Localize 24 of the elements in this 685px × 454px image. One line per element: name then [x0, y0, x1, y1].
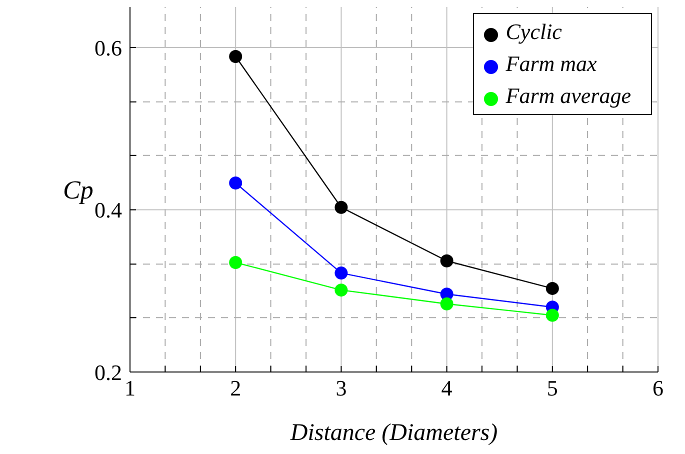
legend-label: Farm max [506, 50, 597, 78]
point [546, 282, 559, 295]
legend-label: Cyclic [506, 18, 562, 46]
y-tick-label: 0.2 [94, 360, 122, 385]
point [546, 308, 559, 322]
point [440, 297, 454, 310]
x-tick-label: 2 [230, 376, 242, 401]
point [334, 200, 348, 214]
point [334, 284, 348, 297]
point [229, 176, 242, 190]
x-tick-label: 5 [546, 376, 558, 401]
x-tick-label: 3 [336, 376, 347, 401]
point [334, 266, 348, 280]
legend-label: Farm average [506, 82, 631, 110]
point [440, 254, 454, 268]
point [229, 50, 242, 63]
y-tick-label: 0.6 [94, 35, 122, 60]
y-axis-title: Cp [63, 176, 94, 205]
x-axis-title: Distance (Diameters) [289, 420, 498, 446]
x-tick-label: 4 [441, 376, 452, 401]
point [229, 256, 242, 269]
x-tick-label: 6 [652, 376, 664, 401]
y-tick-label: 0.4 [94, 198, 122, 223]
x-tick-label: 1 [124, 376, 136, 401]
